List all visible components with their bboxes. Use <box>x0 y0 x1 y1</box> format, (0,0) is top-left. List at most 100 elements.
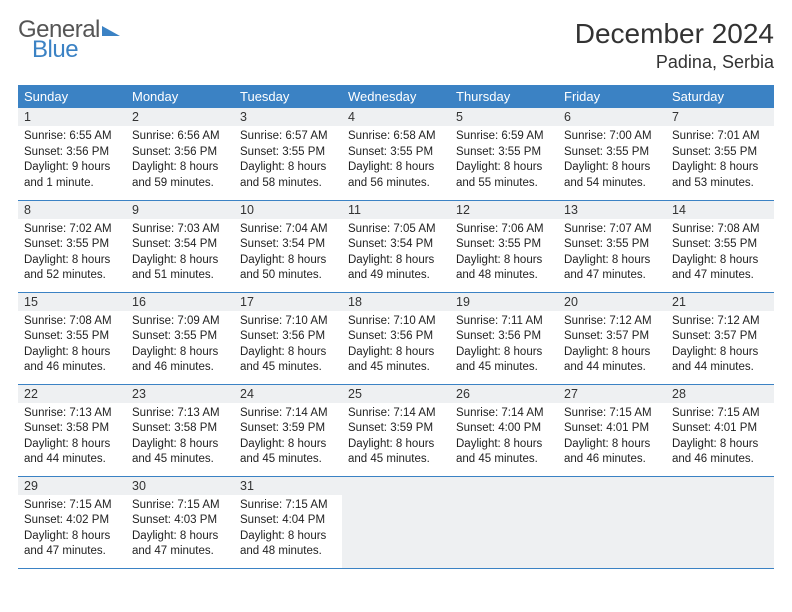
day-details: Sunrise: 7:07 AMSunset: 3:55 PMDaylight:… <box>558 219 666 288</box>
calendar-day-cell: 6Sunrise: 7:00 AMSunset: 3:55 PMDaylight… <box>558 108 666 200</box>
day-details: Sunrise: 7:15 AMSunset: 4:01 PMDaylight:… <box>666 403 774 472</box>
day-number: 20 <box>558 293 666 311</box>
day-number: 3 <box>234 108 342 126</box>
sunset-line: Sunset: 3:55 PM <box>564 145 660 161</box>
daylight-line: Daylight: 8 hours and 45 minutes. <box>456 437 552 468</box>
day-details: Sunrise: 7:04 AMSunset: 3:54 PMDaylight:… <box>234 219 342 288</box>
daylight-line: Daylight: 8 hours and 45 minutes. <box>132 437 228 468</box>
sunset-line: Sunset: 4:03 PM <box>132 513 228 529</box>
calendar-day-cell: 21Sunrise: 7:12 AMSunset: 3:57 PMDayligh… <box>666 292 774 384</box>
sunrise-line: Sunrise: 7:13 AM <box>132 406 228 422</box>
sunrise-line: Sunrise: 7:14 AM <box>456 406 552 422</box>
calendar-empty-cell <box>666 476 774 568</box>
day-number: 27 <box>558 385 666 403</box>
day-details: Sunrise: 7:00 AMSunset: 3:55 PMDaylight:… <box>558 126 666 195</box>
sunset-line: Sunset: 4:04 PM <box>240 513 336 529</box>
day-number: 10 <box>234 201 342 219</box>
day-details: Sunrise: 7:12 AMSunset: 3:57 PMDaylight:… <box>666 311 774 380</box>
calendar-body: 1Sunrise: 6:55 AMSunset: 3:56 PMDaylight… <box>18 108 774 568</box>
day-details: Sunrise: 7:14 AMSunset: 4:00 PMDaylight:… <box>450 403 558 472</box>
calendar-week-row: 8Sunrise: 7:02 AMSunset: 3:55 PMDaylight… <box>18 200 774 292</box>
calendar-day-cell: 24Sunrise: 7:14 AMSunset: 3:59 PMDayligh… <box>234 384 342 476</box>
sunset-line: Sunset: 3:56 PM <box>132 145 228 161</box>
day-number: 29 <box>18 477 126 495</box>
day-details: Sunrise: 7:02 AMSunset: 3:55 PMDaylight:… <box>18 219 126 288</box>
calendar-day-cell: 17 Sunrise: 7:10 AMSunset: 3:56 PMDayligh… <box>234 292 342 384</box>
calendar-day-cell: 31Sunrise: 7:15 AMSunset: 4:04 PMDayligh… <box>234 476 342 568</box>
sunset-line: Sunset: 3:55 PM <box>240 145 336 161</box>
day-details: Sunrise: 7:10 AMSunset: 3:56 PMDaylight:… <box>342 311 450 380</box>
calendar-day-cell: 23Sunrise: 7:13 AMSunset: 3:58 PMDayligh… <box>126 384 234 476</box>
day-details: Sunrise: 7:15 AMSunset: 4:01 PMDaylight:… <box>558 403 666 472</box>
calendar-day-cell: 29Sunrise: 7:15 AMSunset: 4:02 PMDayligh… <box>18 476 126 568</box>
day-number: 26 <box>450 385 558 403</box>
daylight-line: Daylight: 8 hours and 44 minutes. <box>24 437 120 468</box>
day-details: Sunrise: 6:58 AMSunset: 3:55 PMDaylight:… <box>342 126 450 195</box>
sunrise-line: Sunrise: 7:10 AM <box>240 314 336 330</box>
sunset-line: Sunset: 3:55 PM <box>564 237 660 253</box>
daylight-line: Daylight: 8 hours and 46 minutes. <box>672 437 768 468</box>
sunrise-line: Sunrise: 7:11 AM <box>456 314 552 330</box>
sunset-line: Sunset: 3:56 PM <box>240 329 336 345</box>
day-number: 17 <box>234 293 342 311</box>
sunset-line: Sunset: 3:54 PM <box>132 237 228 253</box>
calendar-day-cell: 5Sunrise: 6:59 AMSunset: 3:55 PMDaylight… <box>450 108 558 200</box>
day-number: 8 <box>18 201 126 219</box>
calendar-day-cell: 26Sunrise: 7:14 AMSunset: 4:00 PMDayligh… <box>450 384 558 476</box>
sunrise-line: Sunrise: 7:13 AM <box>24 406 120 422</box>
day-details: Sunrise: 7:06 AMSunset: 3:55 PMDaylight:… <box>450 219 558 288</box>
sunrise-line: Sunrise: 7:01 AM <box>672 129 768 145</box>
sunrise-line: Sunrise: 7:15 AM <box>24 498 120 514</box>
day-details: Sunrise: 7:08 AMSunset: 3:55 PMDaylight:… <box>18 311 126 380</box>
day-number: 5 <box>450 108 558 126</box>
calendar-week-row: 1Sunrise: 6:55 AMSunset: 3:56 PMDaylight… <box>18 108 774 200</box>
sunset-line: Sunset: 3:55 PM <box>24 329 120 345</box>
weekday-header: Sunday <box>18 85 126 108</box>
daylight-line: Daylight: 8 hours and 47 minutes. <box>132 529 228 560</box>
sunset-line: Sunset: 3:55 PM <box>672 237 768 253</box>
sunrise-line: Sunrise: 7:04 AM <box>240 222 336 238</box>
sunset-line: Sunset: 3:59 PM <box>240 421 336 437</box>
sunrise-line: Sunrise: 6:59 AM <box>456 129 552 145</box>
weekday-header: Tuesday <box>234 85 342 108</box>
daylight-line: Daylight: 8 hours and 48 minutes. <box>240 529 336 560</box>
calendar-empty-cell <box>558 476 666 568</box>
day-details: Sunrise: 7:12 AMSunset: 3:57 PMDaylight:… <box>558 311 666 380</box>
daylight-line: Daylight: 8 hours and 45 minutes. <box>456 345 552 376</box>
sunset-line: Sunset: 3:56 PM <box>348 329 444 345</box>
day-details: Sunrise: 7:13 AMSunset: 3:58 PMDaylight:… <box>18 403 126 472</box>
daylight-line: Daylight: 8 hours and 44 minutes. <box>672 345 768 376</box>
day-number: 1 <box>18 108 126 126</box>
sunset-line: Sunset: 4:02 PM <box>24 513 120 529</box>
day-number: 31 <box>234 477 342 495</box>
sunset-line: Sunset: 3:55 PM <box>672 145 768 161</box>
title-block: December 2024 Padina, Serbia <box>575 18 774 73</box>
day-number: 30 <box>126 477 234 495</box>
day-number: 24 <box>234 385 342 403</box>
daylight-line: Daylight: 8 hours and 56 minutes. <box>348 160 444 191</box>
sunrise-line: Sunrise: 7:15 AM <box>672 406 768 422</box>
logo-text-blue: Blue <box>32 38 120 62</box>
sunset-line: Sunset: 3:56 PM <box>24 145 120 161</box>
sunset-line: Sunset: 3:57 PM <box>564 329 660 345</box>
day-number: 16 <box>126 293 234 311</box>
sunrise-line: Sunrise: 7:03 AM <box>132 222 228 238</box>
sunrise-line: Sunrise: 7:10 AM <box>348 314 444 330</box>
sunset-line: Sunset: 4:00 PM <box>456 421 552 437</box>
calendar-week-row: 29Sunrise: 7:15 AMSunset: 4:02 PMDayligh… <box>18 476 774 568</box>
day-number: 18 <box>342 293 450 311</box>
logo: GeneralBlue <box>18 18 120 62</box>
sunrise-line: Sunrise: 7:12 AM <box>564 314 660 330</box>
sunset-line: Sunset: 3:57 PM <box>672 329 768 345</box>
sunrise-line: Sunrise: 6:58 AM <box>348 129 444 145</box>
day-details: Sunrise: 7:09 AMSunset: 3:55 PMDaylight:… <box>126 311 234 380</box>
day-number: 28 <box>666 385 774 403</box>
calendar-day-cell: 7Sunrise: 7:01 AMSunset: 3:55 PMDaylight… <box>666 108 774 200</box>
day-details: Sunrise: 7:15 AMSunset: 4:02 PMDaylight:… <box>18 495 126 564</box>
day-details: Sunrise: 7:14 AMSunset: 3:59 PMDaylight:… <box>234 403 342 472</box>
weekday-header: Friday <box>558 85 666 108</box>
day-number: 15 <box>18 293 126 311</box>
daylight-line: Daylight: 8 hours and 45 minutes. <box>240 345 336 376</box>
calendar-day-cell: 18Sunrise: 7:10 AMSunset: 3:56 PMDayligh… <box>342 292 450 384</box>
sunrise-line: Sunrise: 7:15 AM <box>564 406 660 422</box>
